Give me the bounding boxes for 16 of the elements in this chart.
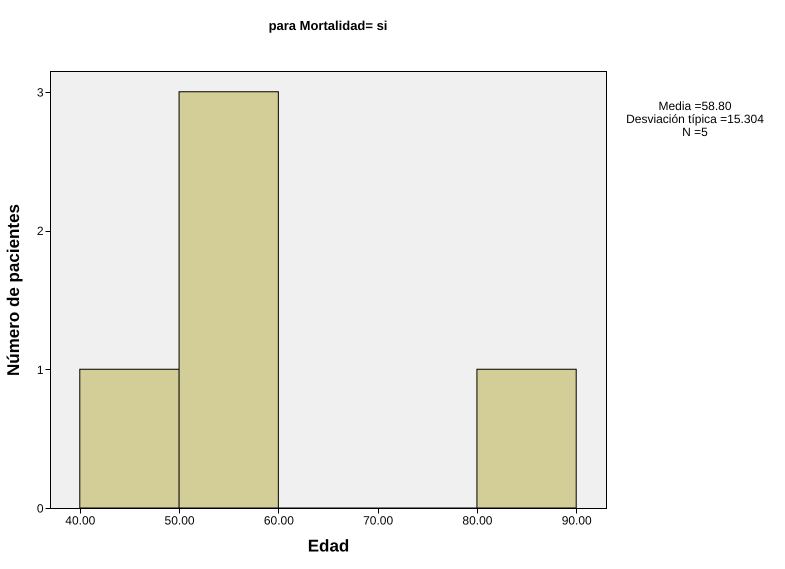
y-tick-label: 3 <box>36 85 44 100</box>
x-tick-label: 60.00 <box>264 514 294 528</box>
text: N =5 <box>681 125 708 139</box>
x-tick-label: 90.00 <box>562 514 592 528</box>
x-axis-title: Edad <box>308 536 350 556</box>
x-tick-label: 50.00 <box>164 514 195 528</box>
x-tick-label: 80.00 <box>462 514 493 528</box>
y-tick-label: 2 <box>36 224 44 238</box>
x-tick-label: 70.00 <box>363 514 394 528</box>
chart-title: para Mortalidad= si <box>268 18 388 33</box>
text: Media =58.80 <box>657 99 733 113</box>
text: Desviación típica =15.304 <box>625 112 765 126</box>
y-axis-title: Número de pacientes <box>4 204 23 376</box>
y-tick-label: 1 <box>36 362 44 377</box>
y-tick-label: 0 <box>36 502 44 516</box>
x-tick-label: 40.00 <box>65 514 96 528</box>
